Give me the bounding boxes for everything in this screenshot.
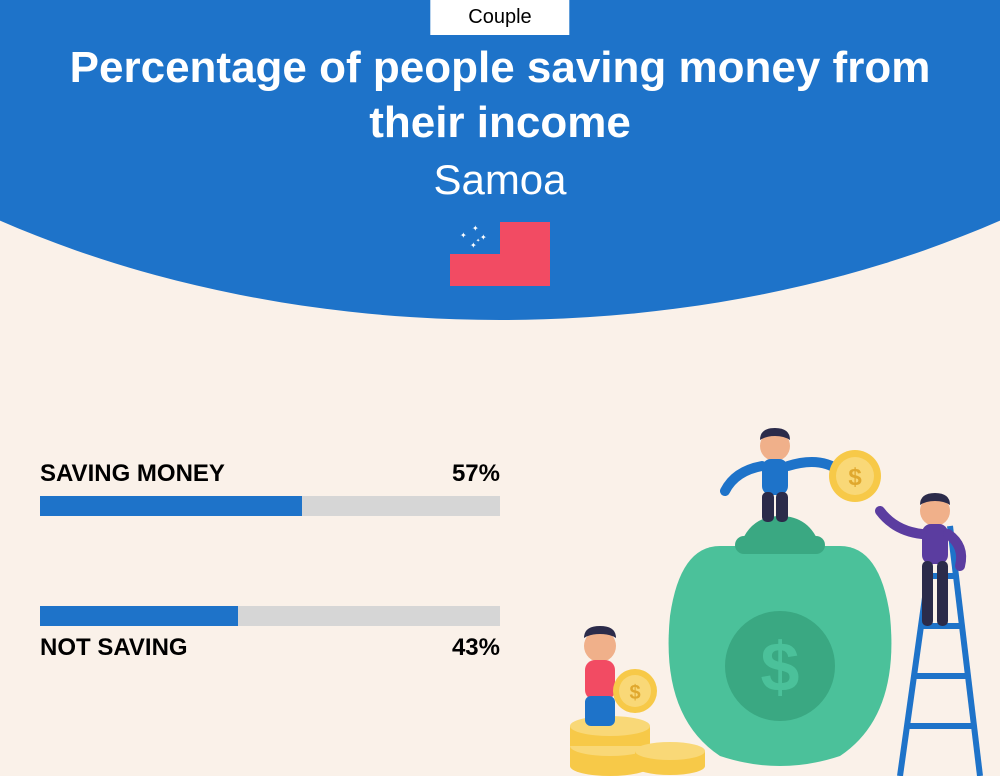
bar-track [40, 496, 500, 516]
bar-label: NOT SAVING [40, 634, 188, 662]
bar-not-saving: NOT SAVING 43% [40, 606, 500, 662]
person-sitting-icon: $ [584, 626, 657, 726]
bar-fill [40, 496, 302, 516]
bar-fill [40, 606, 238, 626]
bar-label: SAVING MONEY [40, 460, 225, 488]
category-tag: Couple [430, 0, 569, 35]
bar-saving: SAVING MONEY 57% [40, 460, 500, 516]
svg-text:$: $ [761, 628, 800, 706]
svg-text:$: $ [629, 682, 640, 704]
money-bag-icon: $ [669, 516, 892, 766]
bar-value: 57% [452, 460, 500, 488]
bar-value: 43% [452, 634, 500, 662]
savings-illustration: $ $ $ [540, 416, 1000, 776]
person-top-icon: $ [725, 428, 881, 522]
bar-chart: SAVING MONEY 57% NOT SAVING 43% [40, 460, 500, 752]
header: Percentage of people saving money from t… [0, 40, 1000, 286]
country-name: Samoa [0, 156, 1000, 204]
flag-canton: ✦ ✦ ✦ ✦ ✦ [450, 222, 500, 254]
bar-label-row: SAVING MONEY 57% [40, 460, 500, 488]
country-flag: ✦ ✦ ✦ ✦ ✦ [450, 222, 550, 286]
page-title: Percentage of people saving money from t… [0, 40, 1000, 150]
svg-text:$: $ [848, 464, 862, 491]
person-ladder-icon [880, 493, 961, 626]
bar-label-row: NOT SAVING 43% [40, 634, 500, 662]
bar-track [40, 606, 500, 626]
